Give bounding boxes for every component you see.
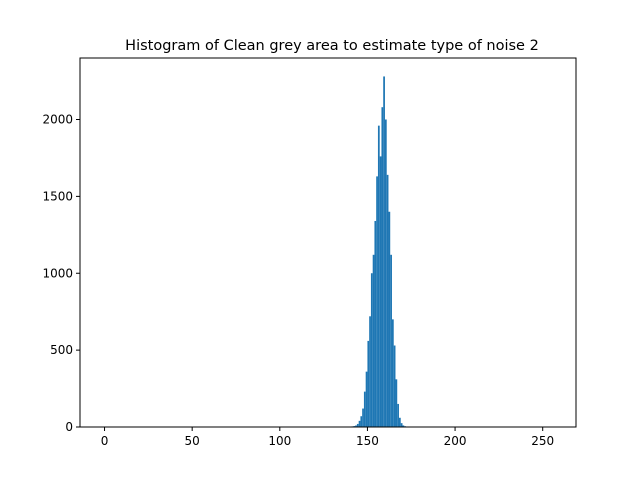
histogram-bar [369, 316, 371, 427]
histogram-bar [393, 345, 396, 427]
histogram-bar [390, 254, 392, 427]
x-tick-label: 0 [101, 434, 109, 448]
histogram-bar [383, 76, 385, 427]
x-tick-label: 100 [268, 434, 291, 448]
histogram-bar [370, 273, 373, 427]
histogram-bar [356, 423, 359, 427]
histogram-bar [402, 425, 405, 427]
x-tick-label: 200 [444, 434, 467, 448]
histogram-bar [386, 174, 389, 427]
histogram-bar [372, 254, 375, 427]
histogram-bar [374, 220, 377, 427]
histogram-bar [381, 107, 384, 427]
histogram-bar [391, 319, 394, 427]
histogram-bar [397, 403, 399, 427]
histogram-bar [367, 340, 370, 427]
y-tick-label: 500 [50, 343, 73, 357]
x-axis-ticks: 0 50 100 150 200 250 [101, 427, 554, 448]
y-axis-ticks: 0 500 1000 1500 2000 [42, 113, 80, 434]
chart-title: Histogram of Clean grey area to estimate… [125, 38, 539, 54]
histogram-bar [362, 408, 364, 427]
histogram-bar [384, 119, 387, 427]
histogram-bar [379, 156, 382, 427]
histogram-bars [349, 76, 408, 428]
x-tick-label: 150 [356, 434, 379, 448]
histogram-bar [365, 371, 368, 427]
histogram-bar [388, 211, 391, 427]
histogram-bar [376, 176, 378, 427]
y-tick-label: 2000 [42, 113, 73, 127]
histogram-bar [363, 391, 366, 427]
histogram-bar [358, 420, 361, 427]
histogram-bar [377, 125, 380, 428]
y-tick-label: 1500 [42, 189, 73, 203]
histogram-bar [360, 416, 363, 427]
x-tick-label: 50 [185, 434, 200, 448]
histogram-bar [355, 425, 357, 427]
y-tick-label: 0 [65, 420, 73, 434]
histogram-bar [398, 417, 401, 427]
y-tick-label: 1000 [42, 266, 73, 280]
x-tick-label: 250 [531, 434, 554, 448]
histogram-bar [400, 423, 403, 427]
histogram-bar [395, 379, 398, 427]
plot-frame [79, 57, 577, 428]
